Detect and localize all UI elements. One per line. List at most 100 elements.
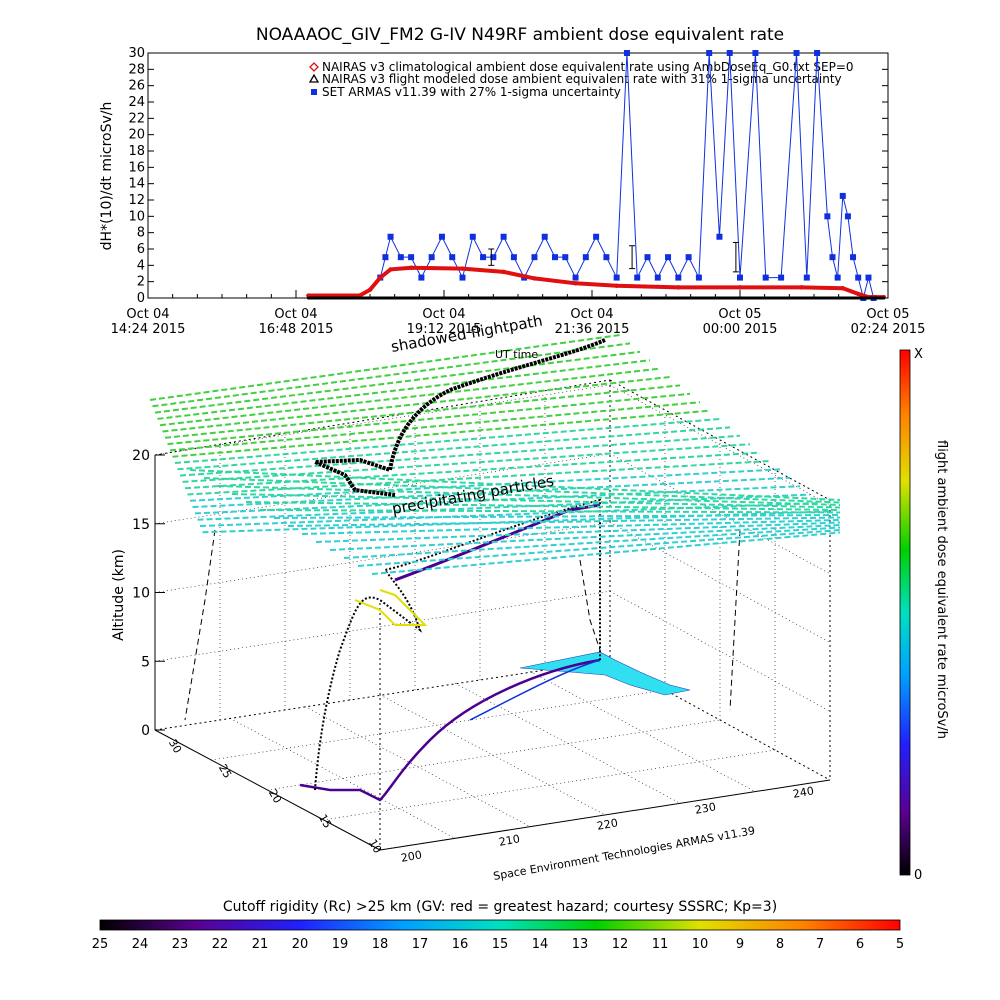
plane-row-lower xyxy=(231,493,841,509)
colorbar-bottom-tick-label: 7 xyxy=(816,937,824,952)
plane-row xyxy=(157,359,651,420)
armas-point xyxy=(500,233,507,240)
nairas-flight-point xyxy=(368,296,372,300)
colorbar-right-top-label: X xyxy=(914,347,923,362)
armas-point xyxy=(737,274,743,281)
colorbar-bottom-tick-label: 20 xyxy=(292,937,309,952)
grid-line-floor-2 xyxy=(379,694,606,816)
colorbar-bottom-tick-label: 5 xyxy=(896,937,904,952)
x-tick-label-time: 16:48 2015 xyxy=(259,322,334,337)
x3d-tick-label: 200 xyxy=(400,848,423,864)
credit-text: Space Environment Technologies ARMAS v11… xyxy=(492,824,756,883)
x-axis-3d-ticks: 200 210 220 230 240 xyxy=(400,784,815,864)
armas-point xyxy=(418,274,425,281)
y-tick-label: 14 xyxy=(128,177,145,192)
plane-row xyxy=(177,426,731,471)
plane-row-lower xyxy=(329,524,841,551)
armas-point xyxy=(839,192,846,199)
armas-point xyxy=(829,254,836,261)
x-tick-label-date: Oct 04 xyxy=(274,307,317,322)
legend-entry-nairas-clim: NAIRAS v3 climatological ambient dose eq… xyxy=(322,60,854,74)
x-tick-label-time: 14:24 2015 xyxy=(111,322,186,337)
z-axis-ticks: 0 5 10 15 20 xyxy=(132,448,165,739)
grid-line-floor xyxy=(210,689,666,761)
grid-line-side xyxy=(609,384,831,506)
grid-line-floor-2 xyxy=(304,706,531,827)
armas-point xyxy=(803,274,810,281)
armas-point xyxy=(726,50,733,56)
grid-line-side xyxy=(609,590,831,712)
armas-point xyxy=(675,274,682,281)
x-tick-label-date: Oct 05 xyxy=(718,307,761,322)
armas-point xyxy=(752,50,759,56)
y-tick-label: 10 xyxy=(128,209,145,224)
armas-point xyxy=(438,233,445,240)
armas-point xyxy=(855,274,862,281)
annotation-ut-time: UT time xyxy=(495,348,538,361)
nairas-clim-point xyxy=(676,285,681,290)
colorbar-bottom-tick-label: 22 xyxy=(212,937,229,952)
colorbar-right: X 0 flight ambient dose equivalent rate … xyxy=(899,347,949,883)
nairas-clim-point xyxy=(799,285,804,290)
grid-line-floor xyxy=(322,749,776,821)
armas-point xyxy=(408,254,415,261)
y-tick-label: 28 xyxy=(128,62,145,77)
plane-row xyxy=(184,451,761,490)
armas-point xyxy=(716,233,723,240)
armas-point xyxy=(793,50,800,56)
grid-line-back xyxy=(154,453,611,525)
armas-point xyxy=(613,274,620,281)
nairas-flight-point xyxy=(491,296,495,300)
plane-row xyxy=(169,401,701,452)
armas-point xyxy=(382,254,389,261)
flight-path-colored xyxy=(354,589,428,626)
x-tick-label-time: 19:12 2015 xyxy=(407,322,482,337)
legend-marker-armas xyxy=(311,89,317,95)
armas-point xyxy=(623,50,630,56)
colorbar-bottom-tick-label: 10 xyxy=(692,937,709,952)
armas-point xyxy=(850,254,857,261)
grid-line-floor-2 xyxy=(529,671,756,792)
colorbar-right-title: flight ambient dose equivalent rate micr… xyxy=(934,440,949,739)
plane-row-lower xyxy=(203,477,841,504)
armas-point xyxy=(490,254,497,261)
colorbar-bottom-tick-label: 14 xyxy=(532,937,549,952)
y3d-tick-label: 25 xyxy=(216,762,234,781)
nairas-clim-point xyxy=(501,269,506,275)
grid-line-floor xyxy=(266,719,721,791)
colorbar-bottom-tick-label: 24 xyxy=(132,937,149,952)
plane-row-lower xyxy=(371,531,841,575)
cutoff-contour xyxy=(519,651,691,696)
y-tick-label: 12 xyxy=(128,193,145,208)
colorbar-bottom-ticks: 25 24 23 22 21 20 19 18 17 16 15 14 13 12 11 10 9 8 7 6 5 xyxy=(92,937,904,952)
armas-point xyxy=(531,254,538,261)
nairas-clim-point xyxy=(614,283,619,288)
nairas-clim-point xyxy=(573,281,578,286)
colorbar-bottom-tick-label: 11 xyxy=(652,937,669,952)
y-tick-label: 24 xyxy=(128,95,145,110)
x-tick-label-date: Oct 04 xyxy=(422,307,465,322)
plot-area xyxy=(306,50,887,301)
armas-point xyxy=(665,254,672,261)
3d-grid xyxy=(154,384,831,851)
legend-entry-nairas-flight: NAIRAS v3 flight modeled dose ambient eq… xyxy=(322,72,842,86)
grid-line-side xyxy=(609,522,831,643)
armas-point xyxy=(654,274,661,281)
colorbar-bottom-tick-label: 9 xyxy=(736,937,744,952)
armas-point xyxy=(459,274,466,281)
y-tick-label: 6 xyxy=(137,242,145,257)
colorbar-bottom-tick-label: 6 xyxy=(856,937,864,952)
armas-point xyxy=(834,274,841,281)
colorbar-bottom-tick-label: 25 xyxy=(92,937,109,952)
grid-line-back xyxy=(154,590,611,662)
shadow-path-mid xyxy=(579,559,601,651)
y-axis-3d-ticks: 10 15 20 25 30 xyxy=(166,737,384,856)
y-tick-label: 26 xyxy=(128,79,145,94)
plane-row xyxy=(174,418,721,464)
colorbar-bottom-tick-label: 12 xyxy=(612,937,629,952)
z-tick-label: 15 xyxy=(132,517,150,533)
y-tick-label: 16 xyxy=(128,160,145,175)
nairas-flight-point xyxy=(882,296,886,300)
nairas-clim-point xyxy=(737,285,743,290)
y3d-tick-label: 10 xyxy=(366,837,384,856)
